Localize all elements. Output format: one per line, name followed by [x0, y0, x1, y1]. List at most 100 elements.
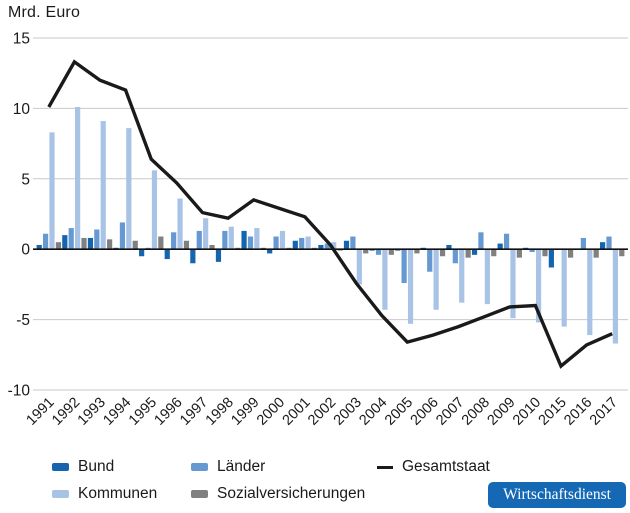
- x-tick-label-2005: 2005: [382, 395, 416, 429]
- bar-kommunen-1993: [100, 121, 106, 250]
- bar-kommunen-2008: [484, 249, 490, 305]
- bar-kommunen-2017: [612, 249, 618, 344]
- x-tick-label-2007: 2007: [433, 395, 467, 429]
- bar-bund-2017: [599, 242, 606, 250]
- sozialversicherungen-swatch-icon: [191, 490, 208, 498]
- bar-bund-2002: [318, 244, 324, 250]
- bar-länder-2004: [375, 249, 382, 255]
- bar-länder-1999: [247, 236, 254, 250]
- bar-bund-2007: [446, 244, 452, 250]
- bar-bund-2003: [343, 240, 350, 250]
- bar-bund-1997: [190, 249, 196, 264]
- bar-sozialversicherungen-2006: [439, 249, 446, 257]
- bar-länder-2009: [503, 233, 510, 250]
- bar-kommunen-2001: [305, 236, 311, 250]
- legend-label-laender: Länder: [217, 458, 266, 475]
- x-tick-label-1996: 1996: [152, 395, 186, 429]
- legend-item-gesamtstaat: Gesamtstaat: [377, 458, 490, 476]
- bund-swatch-icon: [52, 463, 69, 471]
- bar-sozialversicherungen-1995: [158, 236, 164, 250]
- bar-sozialversicherungen-1993: [107, 239, 113, 250]
- bar-sozialversicherungen-2017: [619, 249, 625, 257]
- bar-sozialversicherungen-2007: [465, 249, 471, 258]
- unit-label: Mrd. Euro: [8, 4, 81, 21]
- bar-kommunen-1992: [75, 106, 81, 250]
- bar-kommunen-2007: [459, 249, 465, 303]
- x-tick-label-2016: 2016: [561, 395, 595, 429]
- bar-länder-1993: [94, 229, 100, 250]
- bar-kommunen-2016: [587, 249, 593, 336]
- bar-bund-2009: [497, 243, 503, 250]
- kommunen-swatch-icon: [52, 490, 69, 498]
- bar-sozialversicherungen-1994: [132, 240, 138, 250]
- bar-bund-2000: [267, 249, 273, 254]
- x-tick-label-1993: 1993: [75, 395, 109, 429]
- bar-kommunen-2004: [382, 249, 388, 310]
- bar-kommunen-1999: [254, 228, 260, 250]
- gesamtstaat-line: [47, 59, 613, 369]
- bar-sozialversicherungen-2009: [516, 249, 522, 258]
- x-tick-label-1991: 1991: [24, 395, 58, 429]
- bar-sozialversicherungen-2008: [491, 249, 497, 257]
- wirtschaftsdienst-badge: Wirtschaftsdienst: [488, 482, 626, 508]
- legend-item-bund: Bund: [52, 458, 114, 476]
- x-tick-label-1998: 1998: [203, 395, 237, 429]
- bar-sozialversicherungen-1991: [55, 242, 62, 250]
- y-tick-label-5: 5: [21, 171, 30, 188]
- bar-länder-2001: [299, 237, 305, 250]
- x-tick-label-1992: 1992: [49, 395, 83, 429]
- bar-bund-1992: [62, 235, 68, 250]
- bar-länder-2006: [427, 249, 433, 272]
- x-tick-label-1997: 1997: [177, 395, 211, 429]
- x-tick-label-2009: 2009: [484, 395, 518, 429]
- bar-länder-2003: [350, 236, 356, 250]
- bar-bund-2008: [471, 249, 478, 255]
- bar-sozialversicherungen-2003: [363, 249, 369, 254]
- bar-länder-1992: [68, 228, 74, 250]
- bar-länder-2002: [324, 243, 330, 250]
- bar-kommunen-2009: [510, 249, 516, 319]
- x-tick-label-2000: 2000: [254, 395, 288, 429]
- bar-kommunen-2015: [561, 249, 567, 327]
- chart-canvas: 151050-5-1019911992199319941995199619971…: [8, 31, 628, 429]
- bar-bund-1998: [215, 249, 222, 262]
- bar-länder-1997: [196, 230, 202, 250]
- bar-bund-1995: [139, 249, 145, 257]
- bar-kommunen-2003: [356, 249, 362, 285]
- x-tick-label-2003: 2003: [331, 395, 365, 429]
- x-tick-label-2001: 2001: [280, 395, 314, 429]
- bar-kommunen-1997: [203, 218, 209, 250]
- bar-sozialversicherungen-2005: [414, 249, 420, 254]
- legend-label-gesamtstaat: Gesamtstaat: [402, 458, 490, 475]
- wirtschaftsdienst-badge-label: Wirtschaftsdienst: [503, 486, 611, 503]
- x-tick-label-1995: 1995: [126, 395, 160, 429]
- x-tick-label-2004: 2004: [356, 395, 390, 429]
- bar-länder-2017: [606, 236, 612, 250]
- bar-kommunen-2002: [331, 242, 337, 250]
- x-tick-label-2015: 2015: [536, 395, 570, 429]
- y-tick-label--5: -5: [16, 312, 30, 329]
- bar-kommunen-2010: [535, 249, 542, 323]
- legend-item-laender: Länder: [191, 458, 265, 476]
- bar-kommunen-1991: [49, 132, 55, 250]
- bar-bund-2001: [292, 240, 298, 250]
- x-tick-label-2017: 2017: [587, 395, 621, 429]
- x-tick-label-2010: 2010: [510, 395, 544, 429]
- bar-kommunen-1996: [177, 198, 183, 250]
- bar-sozialversicherungen-1997: [209, 244, 215, 250]
- bar-länder-2010: [529, 249, 535, 253]
- y-tick-label-10: 10: [13, 101, 31, 118]
- bar-sozialversicherungen-2015: [567, 249, 574, 258]
- y-tick-label-15: 15: [13, 31, 30, 48]
- gesamtstaat-line-swatch-icon: [377, 465, 393, 469]
- x-tick-label-2002: 2002: [305, 395, 339, 429]
- y-tick-label-0: 0: [21, 242, 30, 259]
- x-tick-label-2006: 2006: [408, 395, 442, 429]
- bar-länder-1998: [222, 230, 228, 250]
- legend-label-sozialversicherungen: Sozialversicherungen: [217, 485, 366, 502]
- x-tick-label-1994: 1994: [100, 395, 134, 429]
- bar-kommunen-2006: [433, 249, 439, 310]
- bar-bund-1996: [164, 249, 170, 260]
- bar-sozialversicherungen-2010: [542, 249, 548, 257]
- bar-sozialversicherungen-1992: [81, 237, 87, 250]
